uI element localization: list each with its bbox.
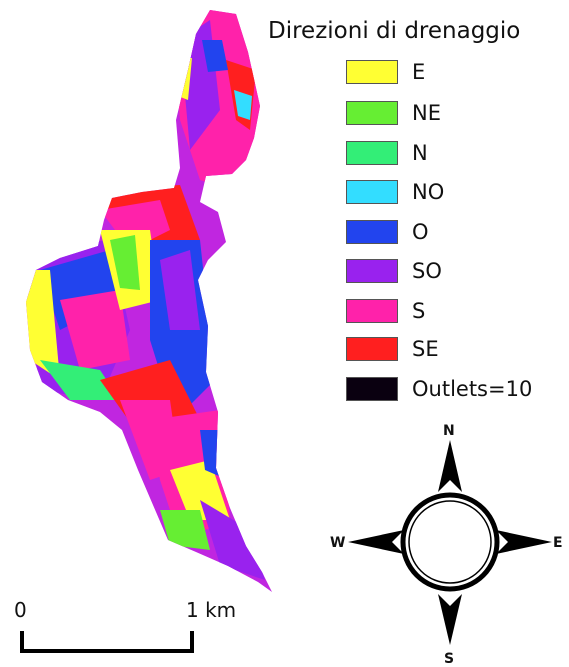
legend-item-so: SO bbox=[346, 257, 442, 285]
legend-item-s: S bbox=[346, 297, 425, 325]
legend-label: S bbox=[412, 299, 426, 323]
compass-label-n: N bbox=[443, 423, 455, 439]
legend-label: Outlets=10 bbox=[412, 377, 533, 401]
legend-item-o: O bbox=[346, 218, 429, 246]
legend-label: NE bbox=[412, 101, 441, 125]
compass-label-e: E bbox=[553, 535, 563, 551]
legend-swatch bbox=[346, 337, 398, 361]
legend-item-ne: NE bbox=[346, 99, 441, 127]
compass-arrow-south bbox=[438, 594, 462, 645]
compass-label-w: W bbox=[330, 535, 346, 551]
legend-label: N bbox=[412, 141, 428, 165]
legend-swatch bbox=[346, 259, 398, 283]
scale-bar bbox=[20, 631, 194, 653]
legend-label: SE bbox=[412, 337, 439, 361]
compass-rose bbox=[348, 440, 552, 645]
legend-swatch bbox=[346, 220, 398, 244]
legend-swatch bbox=[346, 299, 398, 323]
scale-label-start: 0 bbox=[14, 598, 27, 622]
compass-arrow-east bbox=[496, 530, 552, 554]
legend-label: O bbox=[412, 220, 429, 244]
legend-title: Direzioni di drenaggio bbox=[268, 18, 521, 44]
legend-swatch bbox=[346, 101, 398, 125]
legend-item-se: SE bbox=[346, 335, 439, 363]
compass-ring bbox=[400, 492, 500, 592]
legend-swatch bbox=[346, 180, 398, 204]
legend-label: NO bbox=[412, 180, 445, 204]
legend-item-outlets: Outlets=10 bbox=[346, 375, 532, 403]
legend-label: SO bbox=[412, 259, 442, 283]
scale-label-end: 1 km bbox=[186, 598, 237, 622]
legend-item-e: E bbox=[346, 58, 425, 86]
legend-swatch bbox=[346, 377, 398, 401]
legend-swatch bbox=[346, 141, 398, 165]
compass-label-s: S bbox=[444, 651, 455, 667]
legend-label: E bbox=[412, 60, 426, 84]
compass-arrow-north bbox=[438, 440, 462, 492]
legend-swatch bbox=[346, 60, 398, 84]
compass-arrow-west bbox=[348, 530, 404, 554]
drainage-raster bbox=[26, 10, 272, 592]
legend-item-n: N bbox=[346, 139, 428, 167]
legend-item-no: NO bbox=[346, 178, 444, 206]
